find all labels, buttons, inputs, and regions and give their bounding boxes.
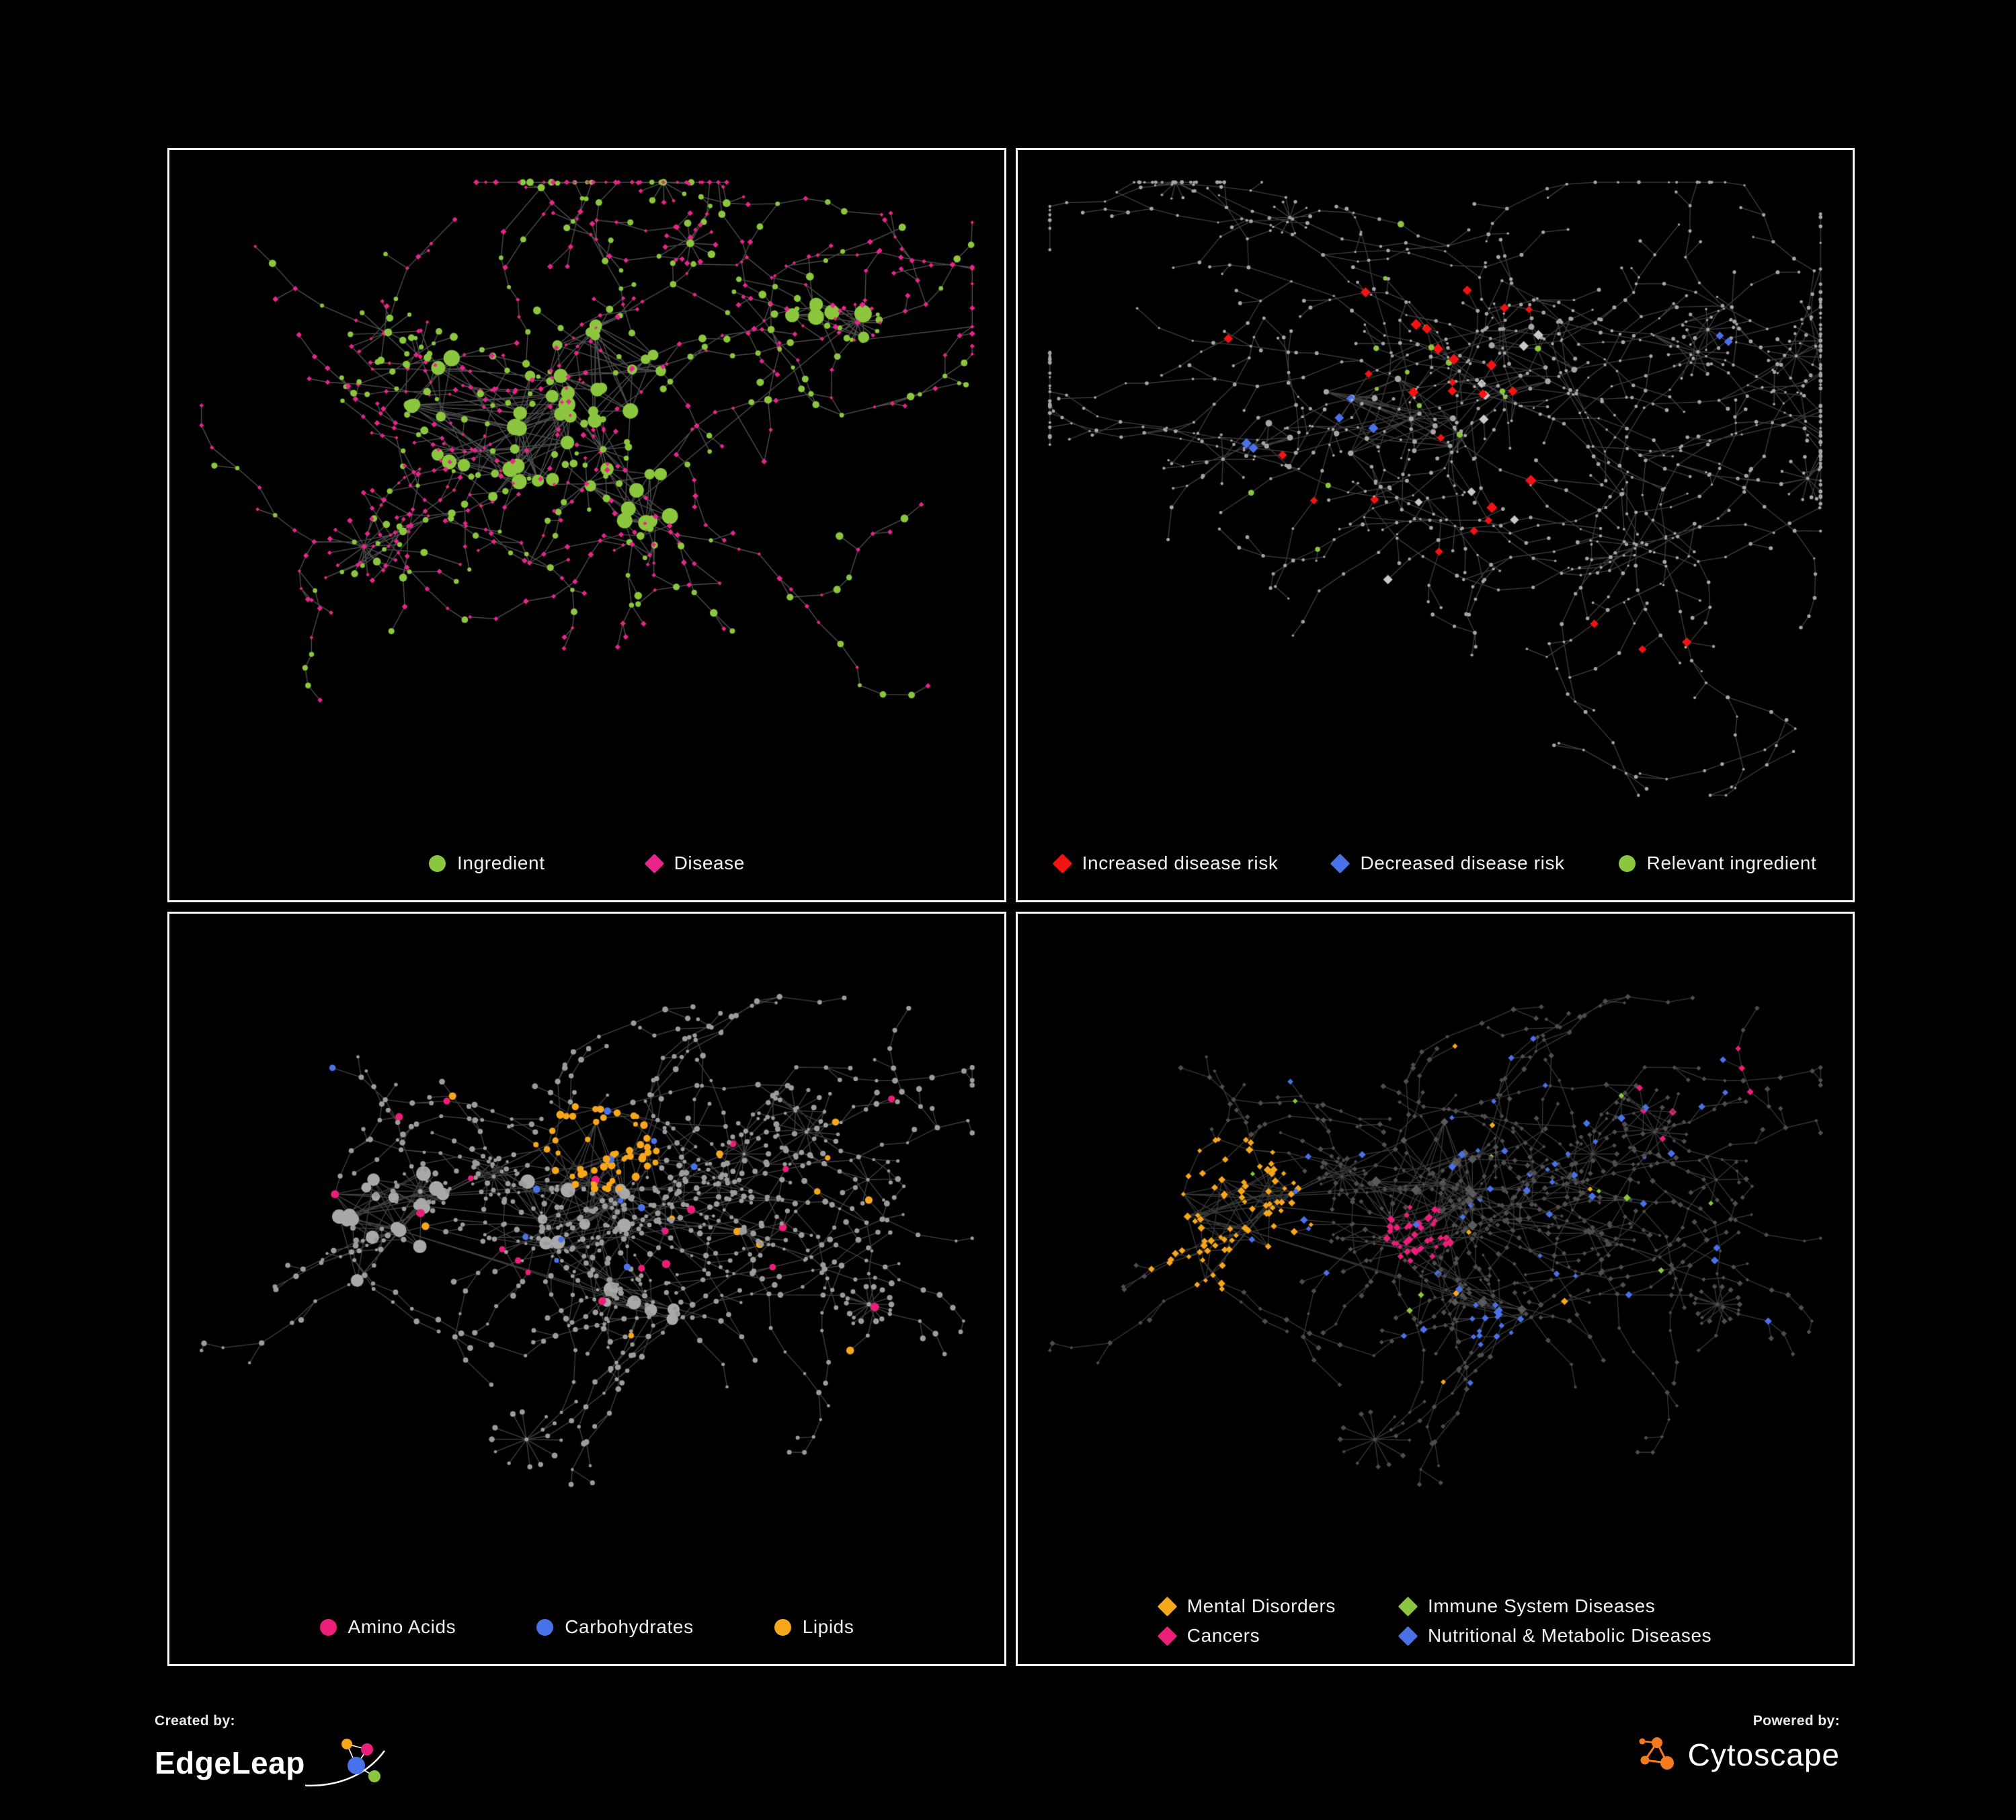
nutritional-metabolic-diseases-swatch bbox=[1398, 1626, 1418, 1646]
panels-grid: Ingredient Disease Increased disease ris… bbox=[167, 148, 1855, 1666]
legend-item-mental-disorders: Mental Disorders bbox=[1157, 1595, 1336, 1617]
legend-label: Nutritional & Metabolic Diseases bbox=[1427, 1625, 1712, 1646]
edgeleap-wordmark: EdgeLeap bbox=[155, 1745, 305, 1780]
legend-item-cancers: Cancers bbox=[1157, 1625, 1336, 1647]
legend-item-increased-risk: Increased disease risk bbox=[1052, 853, 1279, 874]
legend-label: Lipids bbox=[802, 1616, 854, 1637]
panel3-legend: Amino Acids Carbohydrates Lipids bbox=[169, 1590, 1004, 1664]
edgeleap-logo-icon bbox=[305, 1739, 385, 1787]
legend-label: Cancers bbox=[1186, 1625, 1260, 1646]
mental-disorders-swatch bbox=[1157, 1596, 1178, 1616]
legend-label: Relevant ingredient bbox=[1646, 853, 1817, 873]
lipids-swatch bbox=[774, 1618, 791, 1636]
legend-item-nutritional-metabolic-diseases: Nutritional & Metabolic Diseases bbox=[1398, 1625, 1712, 1647]
relevant-ingredient-swatch bbox=[1618, 855, 1636, 872]
legend-label: Immune System Diseases bbox=[1427, 1595, 1656, 1616]
increased-risk-swatch bbox=[1052, 853, 1073, 873]
cytoscape-logo-icon bbox=[1639, 1737, 1674, 1770]
legend-label: Decreased disease risk bbox=[1360, 853, 1565, 873]
legend-item-carbohydrates: Carbohydrates bbox=[536, 1616, 693, 1638]
legend-item-decreased-risk: Decreased disease risk bbox=[1330, 853, 1565, 874]
legend-label: Amino Acids bbox=[348, 1616, 456, 1637]
legend-item-immune-system-diseases: Immune System Diseases bbox=[1398, 1595, 1711, 1617]
panel1-legend: Ingredient Disease bbox=[169, 826, 1004, 900]
legend-item-relevant-ingredient: Relevant ingredient bbox=[1618, 853, 1817, 874]
legend-label: Mental Disorders bbox=[1186, 1595, 1336, 1616]
panel4-legend: Mental Disorders Immune System Diseases … bbox=[1018, 1582, 1853, 1660]
cytoscape-credit: Powered by: Cytoscape bbox=[1636, 1713, 1840, 1776]
panel-disease-classes: Mental Disorders Immune System Diseases … bbox=[1016, 912, 1855, 1666]
legend-label: Ingredient bbox=[457, 853, 545, 873]
legend-item-amino-acids: Amino Acids bbox=[319, 1616, 456, 1638]
panel-nutrient-classes: Amino Acids Carbohydrates Lipids bbox=[167, 912, 1006, 1666]
legend-item-disease: Disease bbox=[644, 853, 745, 874]
created-by-label: Created by: bbox=[155, 1713, 235, 1729]
panel-ingredient-disease: Ingredient Disease bbox=[167, 148, 1006, 902]
disease-swatch bbox=[644, 853, 664, 873]
panel2-legend: Increased disease risk Decreased disease… bbox=[1018, 826, 1853, 900]
powered-by-label: Powered by: bbox=[1752, 1713, 1840, 1729]
legend-label: Carbohydrates bbox=[565, 1616, 694, 1637]
legend-label: Disease bbox=[674, 853, 745, 873]
cancers-swatch bbox=[1157, 1626, 1178, 1646]
decreased-risk-swatch bbox=[1330, 853, 1350, 873]
cytoscape-wordmark: Cytoscape bbox=[1687, 1737, 1840, 1772]
legend-label: Increased disease risk bbox=[1082, 853, 1279, 873]
legend-item-ingredient: Ingredient bbox=[429, 853, 545, 874]
edgeleap-credit: Created by: EdgeLeap bbox=[155, 1713, 394, 1792]
immune-system-diseases-swatch bbox=[1398, 1596, 1418, 1616]
panel-disease-risk: Increased disease risk Decreased disease… bbox=[1016, 148, 1855, 902]
ingredient-swatch bbox=[429, 855, 446, 872]
legend-item-lipids: Lipids bbox=[774, 1616, 854, 1638]
carbohydrates-swatch bbox=[536, 1618, 554, 1636]
disease-risk-network-graph bbox=[1018, 153, 1853, 825]
amino-acids-swatch bbox=[319, 1618, 337, 1636]
nutrient-classes-network-graph bbox=[169, 916, 1004, 1589]
disease-classes-network-graph bbox=[1018, 916, 1853, 1589]
ingredient-disease-network-graph bbox=[169, 153, 1004, 825]
